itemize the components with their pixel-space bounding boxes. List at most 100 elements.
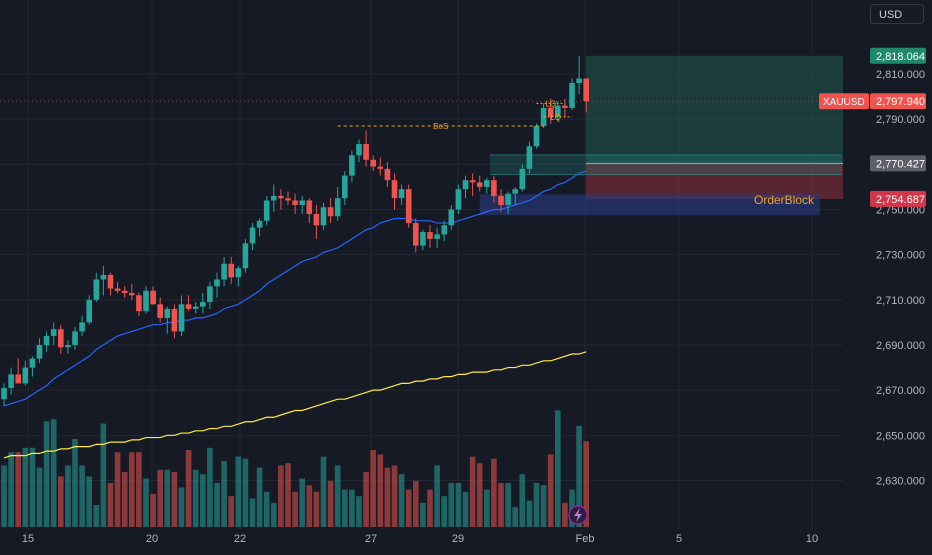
volume-bar — [384, 467, 391, 527]
candle-body — [519, 168, 526, 190]
candle-body — [327, 207, 334, 217]
candle — [207, 281, 213, 309]
candle — [292, 193, 298, 215]
volume-bar — [200, 474, 206, 527]
candle — [405, 184, 412, 228]
volume-bar — [434, 465, 440, 527]
candle-body — [114, 288, 121, 291]
volume-bar — [455, 483, 462, 527]
candle — [356, 139, 362, 163]
candle — [278, 189, 284, 210]
candle — [50, 322, 57, 345]
candle-body — [427, 232, 433, 239]
candle-body — [491, 180, 497, 196]
candle — [86, 295, 92, 325]
candle-body — [235, 268, 242, 278]
volume-bar — [441, 496, 447, 527]
volume-bar — [562, 502, 568, 527]
candle-body — [455, 189, 462, 210]
volume-bar — [207, 447, 213, 527]
volume-bar — [498, 483, 504, 527]
candle-body — [334, 198, 341, 217]
stop-price-tag: 2,754.687 — [870, 190, 926, 207]
candle — [285, 191, 291, 205]
candle-body — [562, 105, 568, 108]
volume-bar — [427, 489, 433, 527]
volume-bar — [22, 447, 29, 527]
candle — [121, 286, 128, 298]
lq-upper-label: LQ — [545, 99, 556, 108]
volume-bar — [86, 476, 92, 527]
target-price-tag-text: 2,818.064 — [876, 51, 925, 63]
candle-body — [484, 180, 490, 187]
volume-bar — [157, 469, 163, 527]
entry-price-tag: 2,770.427 — [870, 155, 926, 172]
candle-body — [8, 374, 14, 388]
candle — [498, 189, 504, 212]
volume-bar — [349, 489, 355, 527]
volume-bar — [469, 456, 476, 527]
candle-body — [58, 329, 64, 348]
candle — [79, 315, 85, 336]
candle-body — [349, 155, 355, 176]
candle-body — [576, 78, 582, 84]
candle-body — [313, 214, 320, 226]
candle — [384, 162, 391, 187]
currency-button[interactable]: USD — [870, 4, 924, 24]
volume-bar — [292, 491, 298, 527]
volume-bar — [505, 483, 511, 527]
x-axis: 15 20 22 27 29 Feb 5 10 — [22, 533, 818, 545]
x-axis-tick-label: 27 — [365, 533, 377, 545]
candle-body — [93, 279, 100, 300]
y-axis-tick-label: 2,690.000 — [876, 340, 925, 352]
candle — [299, 195, 305, 215]
candle — [8, 367, 14, 395]
candle-body — [320, 207, 327, 226]
candle-body — [448, 209, 455, 226]
target-price-tag: 2,818.064 — [870, 47, 926, 64]
candle — [235, 265, 242, 287]
candle — [15, 358, 21, 384]
candle-body — [405, 189, 412, 224]
candle-body — [171, 308, 178, 332]
volume-bar — [278, 465, 284, 527]
volume-bar — [150, 494, 156, 527]
candle-body — [356, 144, 362, 156]
candle — [398, 184, 405, 205]
candle-body — [200, 302, 206, 307]
candle-body — [285, 198, 291, 201]
candle — [100, 265, 107, 296]
sma-slow-line — [3, 351, 587, 459]
candle — [36, 338, 43, 364]
volume-bar — [533, 483, 540, 527]
order-block-zone — [479, 194, 820, 216]
candle — [150, 286, 156, 305]
candle — [192, 302, 199, 314]
volume-bar — [512, 507, 518, 527]
volume-bar — [136, 452, 142, 527]
candle — [562, 98, 568, 117]
candle-body — [555, 105, 561, 117]
candle — [342, 171, 348, 205]
volume-bar — [214, 483, 220, 527]
candle-body — [462, 180, 469, 190]
lightning-icon — [568, 505, 588, 525]
volume-bar — [93, 505, 100, 527]
candle — [533, 123, 540, 149]
volume-bar — [370, 450, 376, 527]
candle-body — [50, 329, 57, 336]
candle-body — [65, 344, 71, 348]
candle-body — [1, 387, 7, 400]
candle-body — [157, 304, 163, 318]
x-axis-tick-label: 29 — [452, 533, 464, 545]
lq-lower-label: LQ — [550, 113, 561, 122]
volume-bar — [476, 463, 483, 527]
candle-body — [228, 263, 234, 278]
candle-body — [79, 322, 85, 332]
candle — [29, 356, 36, 377]
volume-bar — [462, 491, 469, 527]
candle-body — [129, 293, 135, 296]
candle-body — [441, 225, 447, 235]
